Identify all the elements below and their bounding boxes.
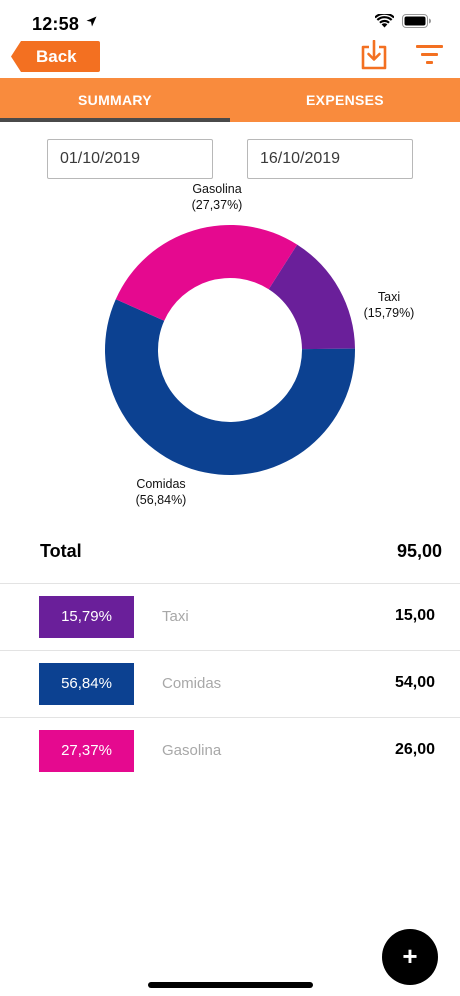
expense-amount: 26,00 xyxy=(394,741,435,758)
add-expense-button[interactable]: + xyxy=(382,929,438,985)
expense-row-taxi[interactable]: 15,79% Taxi 15,00 xyxy=(0,584,460,651)
chart-label-comidas-name: Comidas xyxy=(136,477,185,491)
expense-row-comidas[interactable]: 56,84% Comidas 54,00 xyxy=(0,651,460,718)
chart-label-taxi-percent: (15,79%) xyxy=(364,306,415,320)
total-row: Total 95,00 xyxy=(0,528,460,584)
chart-slice-gasolina[interactable] xyxy=(115,224,298,321)
home-indicator xyxy=(148,982,313,988)
filter-icon[interactable] xyxy=(416,44,443,66)
back-button[interactable]: Back xyxy=(11,41,100,72)
status-bar: 12:58 xyxy=(0,0,460,44)
expense-name: Taxi xyxy=(162,608,189,625)
back-button-shape xyxy=(11,41,100,72)
expense-name: Gasolina xyxy=(162,742,222,759)
location-arrow-icon xyxy=(86,16,97,27)
battery-icon xyxy=(402,14,431,28)
chart-label-taxi-name: Taxi xyxy=(378,290,400,304)
expense-amount: 15,00 xyxy=(394,607,435,624)
chart-label-gasolina-name: Gasolina xyxy=(192,182,241,196)
expense-amount: 54,00 xyxy=(394,674,435,691)
wifi-icon xyxy=(375,14,394,28)
chart-label-gasolina-percent: (27,37%) xyxy=(192,198,243,212)
tab-bar: SUMMARY EXPENSES xyxy=(0,78,460,122)
total-label: Total xyxy=(40,541,82,561)
expense-row-gasolina[interactable]: 27,37% Gasolina 26,00 xyxy=(0,718,460,785)
chart-slice-taxi[interactable] xyxy=(268,244,355,350)
back-button-label: Back xyxy=(36,47,77,66)
chart-slice-comidas[interactable] xyxy=(105,299,355,475)
tab-expenses[interactable]: EXPENSES xyxy=(306,92,384,108)
active-tab-indicator xyxy=(0,118,230,122)
download-icon[interactable] xyxy=(361,40,387,70)
tab-summary[interactable]: SUMMARY xyxy=(78,92,152,108)
percent-swatch: 56,84% xyxy=(39,663,134,705)
percent-swatch: 27,37% xyxy=(39,730,134,772)
date-to-field[interactable]: 16/10/2019 xyxy=(247,139,413,179)
nav-bar: Back xyxy=(0,40,460,76)
status-time: 12:58 xyxy=(32,14,80,34)
chart-label-comidas-percent: (56,84%) xyxy=(136,493,187,507)
expense-name: Comidas xyxy=(162,675,222,692)
percent-swatch: 15,79% xyxy=(39,596,134,638)
date-from-field[interactable]: 01/10/2019 xyxy=(47,139,213,179)
expenses-donut-chart: Gasolina (27,37%) Taxi (15,79%) Comidas … xyxy=(105,182,415,507)
total-value: 95,00 xyxy=(396,541,442,561)
status-icons xyxy=(375,14,432,28)
